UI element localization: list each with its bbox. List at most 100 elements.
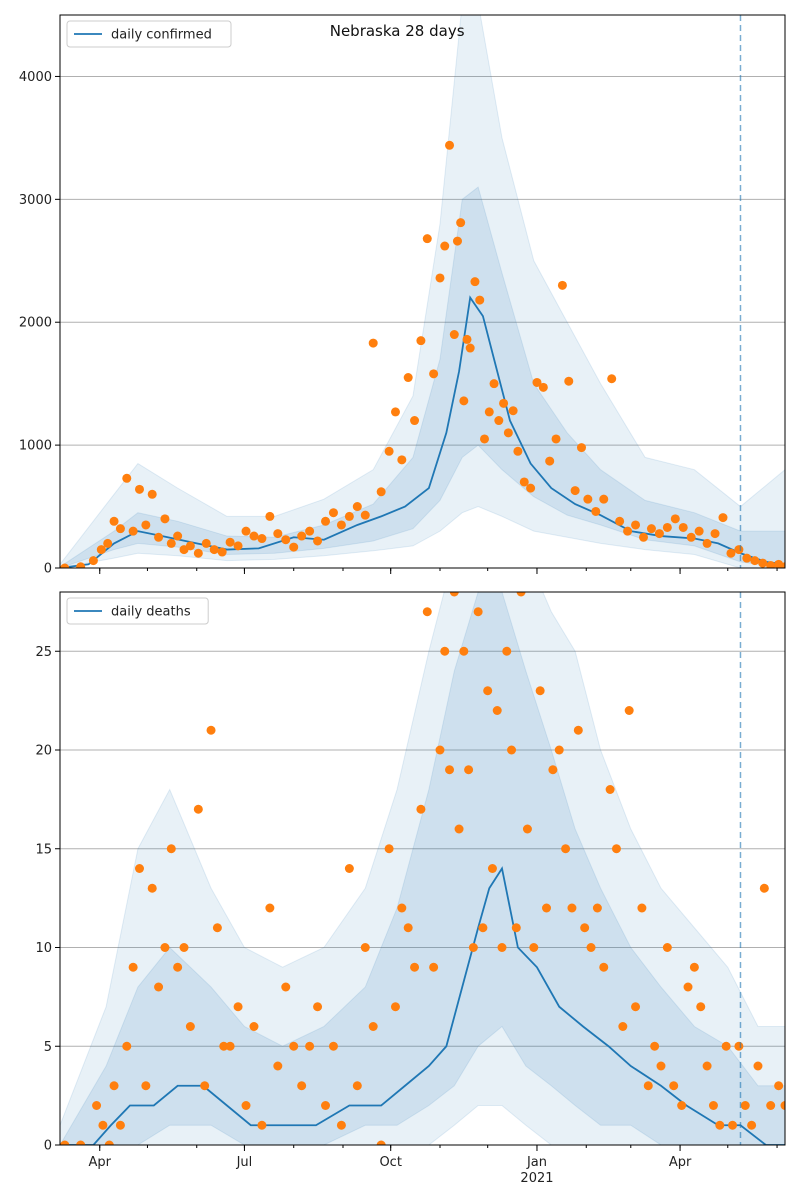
data-point [154, 532, 164, 542]
y-tick-label: 0 [44, 562, 52, 577]
data-point [352, 1081, 362, 1091]
data-point [336, 1120, 346, 1130]
data-point [591, 506, 601, 516]
data-point [390, 1002, 400, 1012]
data-point [643, 1081, 653, 1091]
data-point [122, 1041, 132, 1051]
data-point [468, 943, 478, 952]
data-point [728, 1120, 738, 1130]
data-point [257, 534, 267, 544]
data-point [403, 373, 413, 383]
data-point [758, 558, 768, 568]
x-tick-label: Apr [88, 1155, 111, 1170]
x-tick-label: Oct [379, 1155, 401, 1170]
data-point [384, 844, 394, 854]
data-point [475, 295, 485, 305]
data-point [217, 547, 227, 557]
data-point [734, 545, 744, 555]
data-point [147, 489, 157, 499]
x-tick-label: Jan [526, 1155, 547, 1170]
data-point [160, 943, 170, 952]
data-point [376, 1140, 386, 1145]
data-point [573, 725, 583, 735]
data-point [321, 1101, 331, 1110]
data-point [88, 556, 98, 566]
data-point [548, 765, 558, 775]
data-point [265, 903, 275, 913]
data-point [638, 532, 648, 542]
data-point [134, 484, 144, 494]
x-tick-label: Apr [669, 1155, 692, 1170]
data-point [519, 477, 529, 487]
legend-label: daily confirmed [111, 28, 212, 43]
data-point [710, 529, 720, 539]
data-point [462, 334, 472, 344]
data-point [662, 943, 672, 952]
data-point [193, 804, 203, 814]
data-point [570, 486, 580, 496]
data-point [694, 526, 704, 536]
data-point [747, 1120, 757, 1130]
data-point [212, 923, 222, 933]
data-point [289, 542, 299, 552]
data-point [564, 376, 574, 386]
data-point [702, 1061, 712, 1071]
data-point [689, 962, 699, 972]
data-point [103, 538, 113, 548]
data-point [715, 1120, 725, 1130]
chart-title: Nebraska 28 days [330, 22, 465, 40]
data-point [484, 407, 494, 417]
data-point [390, 407, 400, 417]
data-point [583, 494, 593, 504]
data-point [104, 1140, 114, 1145]
data-point [718, 513, 728, 523]
data-point [313, 1002, 323, 1012]
data-point [141, 520, 151, 530]
data-point [662, 522, 672, 532]
data-point [529, 943, 539, 952]
data-point [623, 526, 633, 536]
data-point [241, 526, 251, 536]
data-point [513, 446, 523, 456]
data-point [185, 541, 195, 551]
data-point [440, 241, 450, 251]
data-point [545, 456, 555, 466]
data-point [538, 382, 548, 392]
data-point [753, 1061, 763, 1071]
data-point [561, 844, 571, 854]
data-point [98, 1120, 108, 1130]
data-point [297, 531, 307, 541]
data-point [416, 336, 426, 346]
data-point [780, 562, 785, 568]
data-point [257, 1120, 267, 1130]
data-point [368, 338, 378, 348]
data-point [656, 1061, 666, 1071]
x-tick-label: Jul [236, 1155, 253, 1170]
y-tick-label: 10 [35, 941, 52, 956]
data-point [360, 510, 370, 520]
data-point [686, 532, 696, 542]
data-point [526, 483, 536, 493]
data-point [551, 434, 561, 444]
data-point [522, 824, 532, 834]
data-point [141, 1081, 151, 1091]
data-point [631, 1002, 641, 1012]
panel-1: 0 1000 2000 3000 4000 Nebraska 28 days daily c… [19, 14, 786, 577]
data-point [742, 553, 752, 563]
data-point [109, 1081, 119, 1091]
plot-area [60, 15, 785, 568]
data-point [702, 538, 712, 548]
data-point [435, 745, 445, 755]
data-point [305, 526, 315, 536]
y-tick-label: 4000 [19, 70, 52, 85]
data-point [507, 745, 517, 755]
data-point [422, 234, 432, 244]
data-point [499, 398, 509, 408]
data-point [281, 982, 291, 992]
data-point [344, 864, 354, 873]
data-point [494, 416, 504, 426]
axes-frame [59, 14, 786, 569]
data-point [696, 1002, 706, 1012]
